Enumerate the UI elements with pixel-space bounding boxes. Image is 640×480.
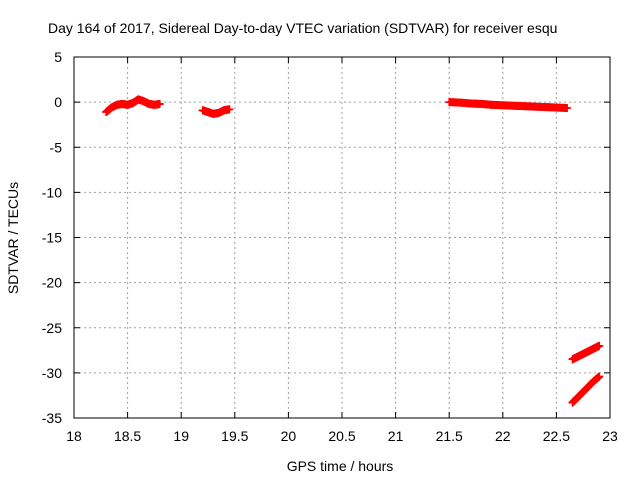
x-tick-label: 18 [66, 428, 82, 444]
y-tick-label: -30 [42, 365, 62, 381]
y-tick-label: -35 [42, 410, 62, 426]
y-tick-label: 5 [54, 49, 62, 65]
x-axis: 18 18.5 19 19.5 20 20.5 21 21.5 22 22.5 23 [66, 57, 618, 444]
y-tick-label: -15 [42, 230, 62, 246]
series-arc-1 [102, 95, 164, 117]
x-tick-label: 18.5 [114, 428, 141, 444]
y-axis-label: SDTVAR / TECUs [5, 182, 21, 294]
data-points [102, 95, 604, 407]
grid [74, 57, 610, 418]
y-tick-label: -10 [42, 184, 62, 200]
x-tick-label: 22 [495, 428, 511, 444]
x-tick-label: 21 [388, 428, 404, 444]
x-tick-label: 21.5 [436, 428, 463, 444]
data-point [563, 103, 572, 112]
y-tick-label: -25 [42, 320, 62, 336]
series-arc-3 [445, 98, 572, 112]
y-tick-label: -5 [50, 139, 63, 155]
x-tick-label: 20.5 [328, 428, 355, 444]
y-tick-label: 0 [54, 94, 62, 110]
x-tick-label: 19.5 [221, 428, 248, 444]
data-point [595, 372, 604, 381]
series-arc-2 [198, 105, 234, 118]
x-tick-label: 23 [602, 428, 618, 444]
x-tick-label: 22.5 [543, 428, 570, 444]
x-tick-label: 19 [173, 428, 189, 444]
x-tick-label: 20 [281, 428, 297, 444]
y-axis: 5 0 -5 -10 -15 -20 -25 -30 -35 [42, 49, 610, 426]
x-axis-label: GPS time / hours [287, 458, 394, 474]
y-tick-label: -20 [42, 275, 62, 291]
data-point [155, 99, 164, 108]
series-arc-5 [568, 372, 604, 407]
data-point [595, 341, 604, 350]
chart-title: Day 164 of 2017, Sidereal Day-to-day VTE… [48, 20, 557, 36]
data-point [225, 105, 234, 114]
series-arc-4 [568, 341, 604, 364]
